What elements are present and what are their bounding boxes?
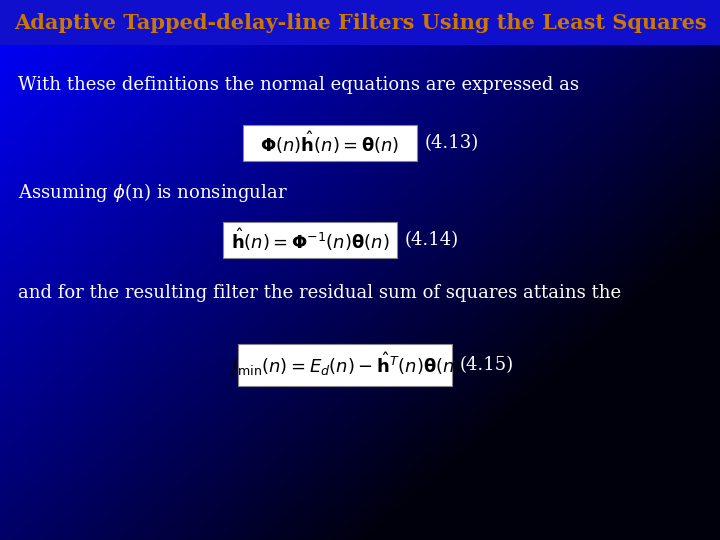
Text: With these definitions the normal equations are expressed as: With these definitions the normal equati… <box>18 76 579 94</box>
FancyBboxPatch shape <box>223 222 397 258</box>
Text: (4.13): (4.13) <box>425 134 480 152</box>
FancyBboxPatch shape <box>243 125 417 161</box>
Text: Assuming $\phi$(n) is nonsingular: Assuming $\phi$(n) is nonsingular <box>18 180 287 204</box>
Text: $\hat{\mathbf{h}}(n) = \mathbf{\Phi}^{-1}(n)\mathbf{\theta}(n)$: $\hat{\mathbf{h}}(n) = \mathbf{\Phi}^{-1… <box>230 227 390 253</box>
Text: (4.14): (4.14) <box>405 231 459 249</box>
FancyBboxPatch shape <box>238 344 452 386</box>
FancyBboxPatch shape <box>0 0 720 45</box>
Text: $\mathbf{\Phi}(n)\hat{\mathbf{h}}(n) = \mathbf{\theta}(n)$: $\mathbf{\Phi}(n)\hat{\mathbf{h}}(n) = \… <box>261 130 400 157</box>
Text: $J_{\min}(n) = E_d(n) - \hat{\mathbf{h}}^T(n)\mathbf{\theta}(n)$: $J_{\min}(n) = E_d(n) - \hat{\mathbf{h}}… <box>229 350 462 380</box>
Text: and for the resulting filter the residual sum of squares attains the: and for the resulting filter the residua… <box>18 284 621 302</box>
Text: (4.15): (4.15) <box>460 356 514 374</box>
Text: Adaptive Tapped-delay-line Filters Using the Least Squares: Adaptive Tapped-delay-line Filters Using… <box>14 13 706 33</box>
